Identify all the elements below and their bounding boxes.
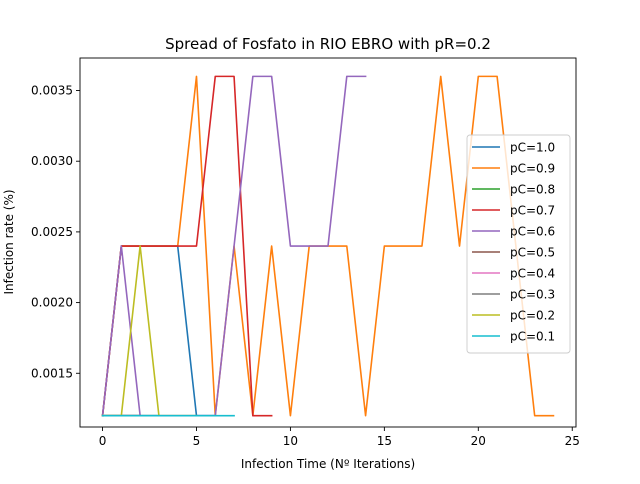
y-tick-label: 0.0015 bbox=[31, 366, 73, 380]
x-axis-label: Infection Time (Nº Iterations) bbox=[241, 457, 415, 471]
x-tick-label: 25 bbox=[565, 434, 580, 448]
legend-label: pC=0.8 bbox=[510, 183, 555, 197]
legend-label: pC=0.7 bbox=[510, 204, 555, 218]
y-tick-label: 0.0035 bbox=[31, 84, 73, 98]
legend-label: pC=0.3 bbox=[510, 288, 555, 302]
plot-frame bbox=[79, 57, 577, 428]
legend-label: pC=0.9 bbox=[510, 162, 555, 176]
legend-label: pC=0.2 bbox=[510, 309, 555, 323]
series-line-3 bbox=[101, 75, 273, 417]
y-tick-label: 0.0030 bbox=[31, 154, 73, 168]
x-tick-label: 20 bbox=[471, 434, 486, 448]
x-tick-label: 15 bbox=[377, 434, 392, 448]
x-tick-label: 10 bbox=[283, 434, 298, 448]
axes-layer: 0 5 10 15 20 25 0.0015 0.0020 0.0025 0.0030 0.0035 bbox=[31, 57, 580, 448]
y-tick-label: 0.0025 bbox=[31, 225, 73, 239]
series-layer bbox=[101, 75, 555, 417]
series-line-0 bbox=[101, 245, 217, 417]
legend-label: pC=0.5 bbox=[510, 246, 555, 260]
x-tick-label: 0 bbox=[99, 434, 107, 448]
legend: pC=1.0 pC=0.9 pC=0.8 pC=0.7 pC=0.6 pC=0.5 pC=0… bbox=[466, 134, 571, 354]
chart-title: Spread of Fosfato in RIO EBRO with pR=0.… bbox=[165, 35, 491, 53]
series-line-8 bbox=[101, 245, 198, 417]
legend-label: pC=0.1 bbox=[510, 330, 555, 344]
y-axis-label: Infection rate (%) bbox=[2, 189, 16, 294]
legend-label: pC=0.4 bbox=[510, 267, 555, 281]
legend-label: pC=1.0 bbox=[510, 141, 555, 155]
x-tick-label: 5 bbox=[193, 434, 201, 448]
legend-label: pC=0.6 bbox=[510, 225, 555, 239]
y-tick-label: 0.0020 bbox=[31, 296, 73, 310]
